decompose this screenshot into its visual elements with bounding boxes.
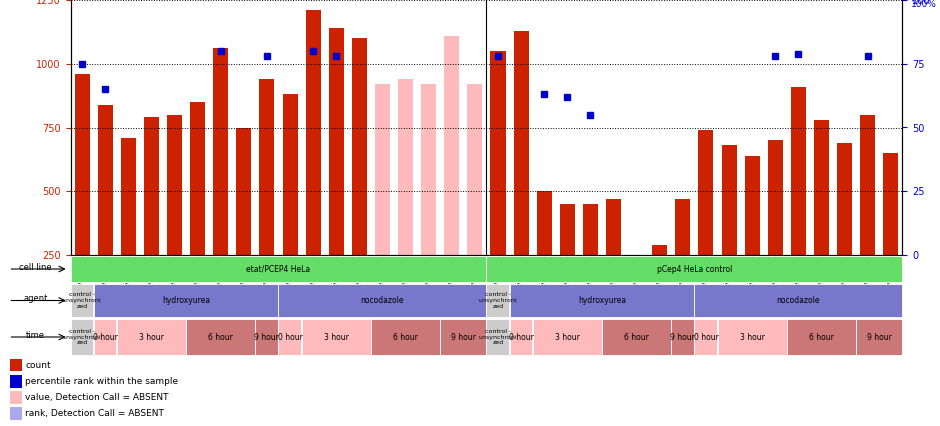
Bar — [10, 359, 22, 371]
Bar — [722, 145, 737, 255]
Text: 9 hour: 9 hour — [255, 333, 279, 342]
Bar — [791, 87, 806, 255]
Bar — [94, 319, 117, 355]
Text: 6 hour: 6 hour — [393, 333, 418, 342]
Bar — [838, 143, 853, 255]
Text: control -
unsynchroni
zed: control - unsynchroni zed — [478, 329, 517, 345]
Text: count: count — [25, 360, 51, 370]
Bar — [602, 319, 671, 355]
Bar — [74, 74, 89, 255]
Bar — [509, 319, 532, 355]
Bar — [860, 115, 875, 255]
Bar — [375, 84, 390, 255]
Text: agent: agent — [24, 294, 47, 303]
Bar — [487, 284, 509, 317]
Bar — [606, 199, 621, 255]
Bar — [698, 130, 713, 255]
Bar — [120, 138, 135, 255]
Text: 0 hour: 0 hour — [93, 333, 118, 342]
Bar — [652, 245, 667, 255]
Bar — [467, 84, 482, 255]
Bar — [302, 319, 370, 355]
Bar — [186, 319, 255, 355]
Bar — [717, 319, 787, 355]
Text: 100%: 100% — [911, 0, 936, 9]
Bar — [259, 79, 274, 255]
Bar — [856, 319, 902, 355]
Bar — [70, 256, 486, 282]
Text: hydroxyurea: hydroxyurea — [578, 296, 626, 305]
Bar — [560, 204, 575, 255]
Text: 0 hour: 0 hour — [509, 333, 534, 342]
Bar — [10, 407, 22, 420]
Text: 9 hour: 9 hour — [451, 333, 476, 342]
Bar — [278, 284, 486, 317]
Text: control -
unsynchroni
zed: control - unsynchroni zed — [63, 292, 102, 309]
Bar — [487, 256, 902, 282]
Text: 3 hour: 3 hour — [555, 333, 580, 342]
Bar — [421, 84, 436, 255]
Text: 3 hour: 3 hour — [740, 333, 764, 342]
Bar — [768, 140, 783, 255]
Bar — [695, 284, 902, 317]
Bar — [675, 199, 690, 255]
Text: 6 hour: 6 hour — [624, 333, 650, 342]
Bar — [98, 104, 113, 255]
Bar — [509, 284, 694, 317]
Bar — [533, 319, 602, 355]
Bar — [306, 10, 321, 255]
Text: control -
unsynchroni
zed: control - unsynchroni zed — [478, 292, 517, 309]
Text: rank, Detection Call = ABSENT: rank, Detection Call = ABSENT — [25, 409, 164, 418]
Text: cell line: cell line — [19, 263, 52, 272]
Bar — [329, 28, 344, 255]
Bar — [94, 284, 278, 317]
Text: 6 hour: 6 hour — [209, 333, 233, 342]
Text: 9 hour: 9 hour — [670, 333, 696, 342]
Bar — [117, 319, 186, 355]
Bar — [352, 38, 367, 255]
Text: 0 hour: 0 hour — [694, 333, 718, 342]
Bar — [190, 102, 205, 255]
Text: 3 hour: 3 hour — [323, 333, 349, 342]
Text: 0 hour: 0 hour — [277, 333, 303, 342]
Bar — [70, 284, 93, 317]
Bar — [445, 36, 460, 255]
Bar — [256, 319, 278, 355]
Text: control -
unsynchroni
zed: control - unsynchroni zed — [63, 329, 102, 345]
Bar — [167, 115, 182, 255]
Bar — [884, 153, 899, 255]
Bar — [744, 155, 760, 255]
Bar — [213, 49, 228, 255]
Text: percentile rank within the sample: percentile rank within the sample — [25, 377, 178, 386]
Bar — [440, 319, 486, 355]
Text: nocodazole: nocodazole — [776, 296, 821, 305]
Text: hydroxyurea: hydroxyurea — [162, 296, 211, 305]
Bar — [487, 319, 509, 355]
Bar — [583, 204, 598, 255]
Bar — [787, 319, 856, 355]
Bar — [278, 319, 302, 355]
Text: nocodazole: nocodazole — [361, 296, 404, 305]
Bar — [283, 94, 298, 255]
Bar — [371, 319, 440, 355]
Bar — [814, 120, 829, 255]
Bar — [10, 375, 22, 388]
Bar — [236, 127, 251, 255]
Text: pCep4 HeLa control: pCep4 HeLa control — [657, 265, 732, 273]
Bar — [513, 31, 528, 255]
Bar — [144, 117, 159, 255]
Text: time: time — [25, 331, 45, 340]
Bar — [491, 51, 506, 255]
Text: value, Detection Call = ABSENT: value, Detection Call = ABSENT — [25, 393, 168, 402]
Bar — [695, 319, 717, 355]
Bar — [537, 191, 552, 255]
Bar — [10, 391, 22, 403]
Text: 9 hour: 9 hour — [867, 333, 892, 342]
Bar — [70, 319, 93, 355]
Bar — [671, 319, 694, 355]
Bar — [398, 79, 413, 255]
Text: 3 hour: 3 hour — [139, 333, 164, 342]
Text: 6 hour: 6 hour — [809, 333, 834, 342]
Text: etat/PCEP4 HeLa: etat/PCEP4 HeLa — [246, 265, 310, 273]
